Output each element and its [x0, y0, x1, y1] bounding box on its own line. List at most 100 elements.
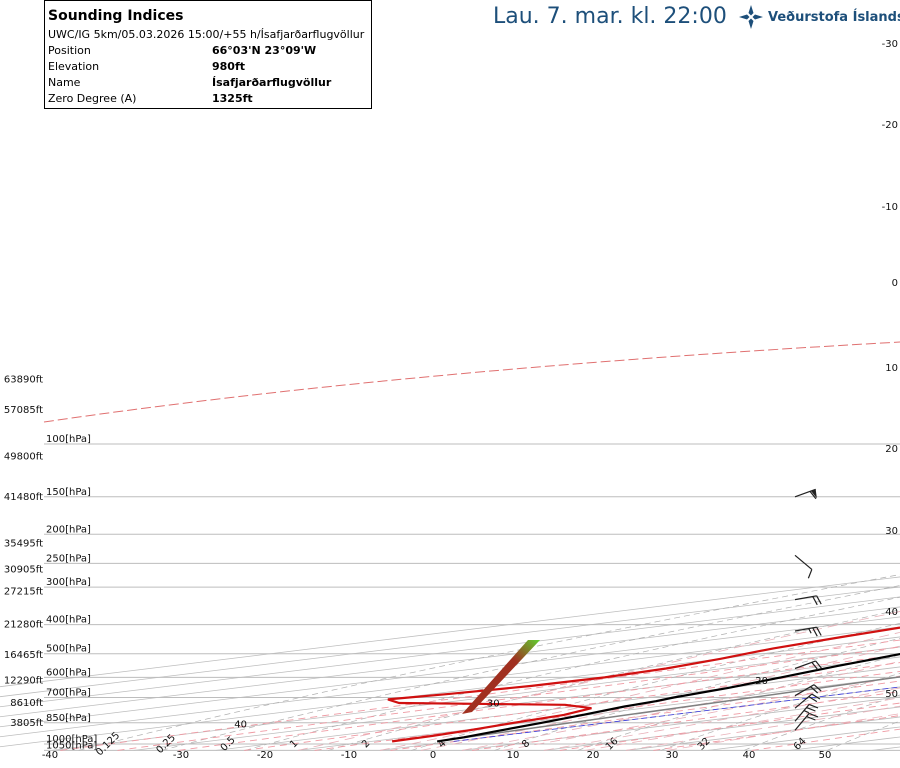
altitude-tick-label: 3805ft	[10, 718, 43, 729]
temp-tick-label: -10	[341, 750, 357, 761]
altitude-tick-label: 27215ft	[4, 586, 43, 597]
moist-adiabat-line	[543, 687, 900, 751]
wind-barb-staff	[794, 713, 810, 731]
mixing-ratio-line	[472, 691, 900, 751]
wind-barb-half	[803, 710, 810, 714]
right-tick-label: -20	[882, 120, 898, 131]
wind-barb-full	[808, 703, 819, 709]
mixing-ratio-line	[653, 715, 900, 751]
dry-adiabat-line	[743, 694, 900, 751]
wind-barbs	[794, 488, 823, 731]
pressure-tick-label: 400[hPa]	[46, 615, 91, 626]
dry-adiabat-line	[244, 596, 900, 751]
sounding-indices-box: Sounding Indices UWC/IG 5km/05.03.2026 1…	[44, 0, 372, 109]
pressure-tick-label: 150[hPa]	[46, 487, 91, 498]
altitude-tick-label: 21280ft	[4, 620, 43, 631]
isotherm-line	[379, 686, 900, 751]
temp-tick-label: 20	[587, 750, 600, 761]
info-row-label: Name	[48, 76, 81, 89]
pressure-tick-label: 200[hPa]	[46, 524, 91, 535]
pressure-tick-label: 100[hPa]	[46, 434, 91, 445]
right-tick-label: 50	[885, 689, 898, 700]
right-tick-label: -30	[882, 39, 898, 50]
wind-barb	[794, 712, 819, 731]
logo-text: Veðurstofa Íslands	[768, 10, 900, 25]
dry-adiabat-line	[411, 623, 900, 751]
info-subtitle: UWC/IG 5km/05.03.2026 15:00/+55 h/Ísafja…	[48, 28, 365, 41]
axis-labels: 1050[hPa]1000[hPa] 850[hPa] 700[hPa] 600[hP…	[4, 39, 898, 761]
tropopause-line	[43, 341, 900, 423]
mixing-ratio-line	[314, 670, 900, 751]
profile-series	[387, 626, 900, 743]
right-tick-label: 20	[885, 444, 898, 455]
altitude-tick-label: 41480ft	[4, 492, 43, 503]
dry-adiabat-line	[78, 574, 900, 751]
wind-barb	[794, 626, 822, 637]
altitude-tick-label: 8610ft	[10, 698, 43, 709]
pressure-tick-label: 600[hPa]	[46, 667, 91, 678]
wind-barb-full	[811, 661, 819, 671]
wind-barb-full	[811, 693, 821, 700]
right-tick-label: -10	[882, 202, 898, 213]
wind-barb-full	[806, 715, 816, 721]
temp-tick-label: 30	[666, 750, 679, 761]
info-row-value: Ísafjarðarflugvöllur	[212, 76, 332, 89]
temp-tick-label: 40	[743, 750, 756, 761]
isotherm-line	[51, 646, 900, 751]
info-row-label: Position	[48, 44, 91, 57]
wind-barb	[794, 660, 823, 671]
right-tick-label: 40	[885, 607, 898, 618]
pressure-tick-label: 500[hPa]	[46, 644, 91, 655]
temp-tick-label: -20	[257, 750, 273, 761]
info-row: Position 66°03'N 23°09'W	[48, 44, 316, 57]
mixing-ratio-line	[244, 662, 900, 751]
wind-barb-full	[812, 596, 818, 606]
wind-barb-full	[816, 595, 822, 605]
dry-adiabat-line	[328, 609, 900, 751]
mixing-ratio-line	[751, 728, 900, 751]
mixing-ratio-line	[117, 646, 900, 751]
info-row: Elevation 980ft	[48, 60, 245, 73]
right-tick-label: 30	[885, 526, 898, 537]
altitude-tick-label: 63890ft	[4, 375, 43, 386]
altitude-tick-label: 57085ft	[4, 405, 43, 416]
temp-tick-label: 0	[430, 750, 436, 761]
wind-barb-full	[816, 626, 822, 636]
info-row-value: 980ft	[212, 60, 246, 73]
reference-lines	[43, 341, 900, 742]
pressure-tick-label: 300[hPa]	[46, 577, 91, 588]
altitude-tick-label: 30905ft	[4, 565, 43, 576]
vedurstofa-logo: Veðurstofa Íslands	[738, 4, 900, 32]
wind-barb	[794, 595, 822, 606]
wind-barb-full	[809, 490, 817, 500]
moist-adiabat-line	[379, 631, 900, 751]
temp-tick-label: -40	[42, 750, 58, 761]
isotherm-line	[0, 606, 900, 718]
dewpoint-line	[387, 626, 900, 743]
isotherm-line	[0, 626, 900, 738]
info-row: Name Ísafjarðarflugvöllur	[48, 76, 331, 89]
wind-barb-staff	[794, 693, 813, 709]
isotherm-line	[0, 616, 900, 728]
wind-barb-full	[812, 627, 818, 637]
moisture-band	[462, 640, 540, 714]
info-title: Sounding Indices	[48, 8, 184, 24]
isotherm-line	[0, 586, 900, 698]
wind-barb-full	[815, 660, 823, 669]
wind-barb	[794, 488, 817, 500]
wind-barb-full	[806, 706, 816, 712]
pressure-tick-label: 1000[hPa]	[46, 734, 97, 745]
info-row-value: 1325ft	[212, 92, 253, 105]
moist-adiabat-line	[420, 645, 900, 751]
temp-tick-label: 10	[507, 750, 520, 761]
pressure-tick-label: 850[hPa]	[46, 713, 91, 724]
wind-barb-full	[810, 686, 819, 694]
wind-barb-flag	[810, 489, 817, 499]
wind-barb	[794, 693, 821, 709]
wind-barb-full	[808, 712, 819, 718]
mixing-ratio-line	[60, 639, 900, 751]
pressure-tick-label: 700[hPa]	[46, 688, 91, 699]
moist-adiabat-line	[666, 713, 900, 751]
mixing-ratio-line	[559, 702, 900, 751]
altitude-tick-label: 12290ft	[4, 676, 43, 687]
